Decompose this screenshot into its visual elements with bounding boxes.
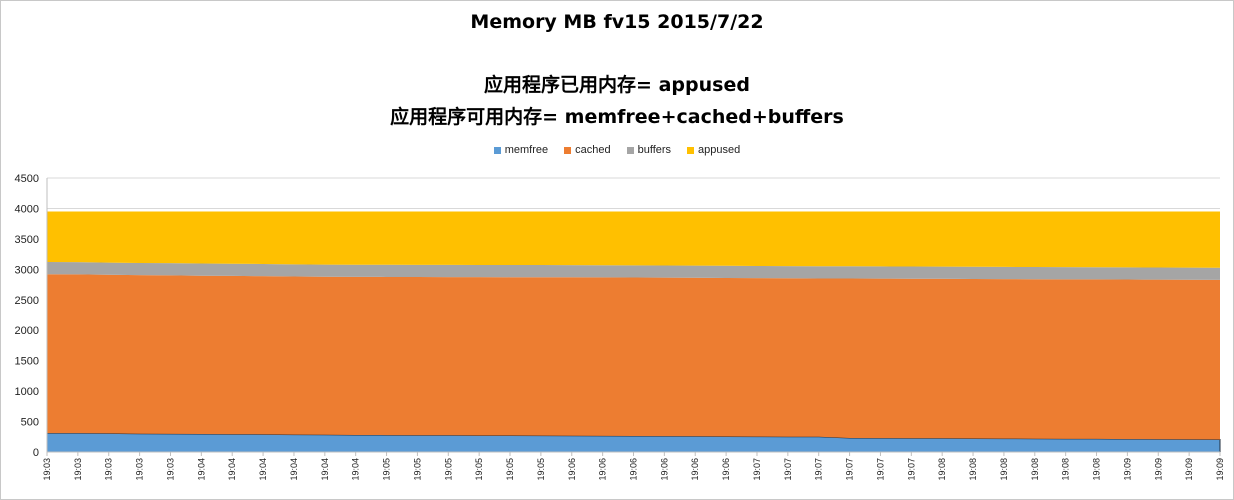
chart-subtitle-line-1: 应用程序已用内存= appused bbox=[484, 74, 750, 96]
legend-label-cached: cached bbox=[575, 144, 611, 156]
chart-legend: memfree cached buffers appused bbox=[0, 144, 1234, 156]
legend-item-cached: cached bbox=[564, 144, 611, 156]
legend-label-appused: appused bbox=[698, 144, 741, 156]
chart-title: Memory MB fv15 2015/7/22 bbox=[470, 11, 764, 33]
x-tick-label-17: 19:06 bbox=[567, 458, 577, 481]
legend-item-appused: appused bbox=[687, 144, 740, 156]
x-tick-label-14: 19:05 bbox=[474, 458, 484, 481]
x-tick-label-2: 19:03 bbox=[104, 458, 114, 481]
x-tick-label-37: 19:09 bbox=[1184, 458, 1194, 481]
chart-subtitle-line-2: 应用程序可用内存= memfree+cached+buffers bbox=[390, 106, 844, 128]
x-tick-label-34: 19:08 bbox=[1092, 458, 1102, 481]
legend-item-memfree: memfree bbox=[493, 144, 549, 156]
legend-swatch-cached bbox=[564, 146, 572, 154]
x-tick-label-25: 19:07 bbox=[814, 458, 824, 481]
x-tick-label-24: 19:07 bbox=[783, 458, 793, 481]
x-tick-label-28: 19:07 bbox=[906, 458, 916, 481]
x-tick-label-0: 19:03 bbox=[42, 458, 52, 481]
x-tick-label-31: 19:08 bbox=[999, 458, 1009, 481]
x-tick-label-26: 19:07 bbox=[845, 458, 855, 481]
y-tick-label-4500: 4500 bbox=[15, 173, 39, 185]
x-tick-label-18: 19:06 bbox=[598, 458, 608, 481]
area-series-buffers bbox=[47, 262, 1220, 280]
x-tick-label-29: 19:08 bbox=[937, 458, 947, 481]
x-tick-label-22: 19:06 bbox=[721, 458, 731, 481]
x-tick-label-7: 19:04 bbox=[258, 458, 268, 481]
y-tick-label-1500: 1500 bbox=[15, 356, 39, 368]
y-tick-label-0: 0 bbox=[33, 447, 39, 459]
x-tick-label-9: 19:04 bbox=[320, 458, 330, 481]
y-tick-label-2000: 2000 bbox=[15, 325, 39, 337]
x-tick-label-3: 19:03 bbox=[135, 458, 145, 481]
x-tick-label-16: 19:05 bbox=[536, 458, 546, 481]
x-tick-label-23: 19:07 bbox=[752, 458, 762, 481]
legend-swatch-buffers bbox=[626, 146, 634, 154]
legend-label-buffers: buffers bbox=[637, 144, 672, 156]
x-tick-label-4: 19:03 bbox=[165, 458, 175, 481]
y-tick-label-2500: 2500 bbox=[15, 295, 39, 307]
x-tick-label-12: 19:05 bbox=[412, 458, 422, 481]
x-tick-label-21: 19:06 bbox=[690, 458, 700, 481]
area-series-appused bbox=[47, 211, 1220, 268]
x-tick-label-1: 19:03 bbox=[73, 458, 83, 481]
area-series-cached bbox=[47, 274, 1220, 440]
x-tick-label-27: 19:07 bbox=[875, 458, 885, 481]
x-tick-label-11: 19:05 bbox=[382, 458, 392, 481]
legend-label-memfree: memfree bbox=[504, 144, 549, 156]
legend-item-buffers: buffers bbox=[626, 144, 672, 156]
y-tick-label-1000: 1000 bbox=[15, 386, 39, 398]
x-tick-label-6: 19:04 bbox=[227, 458, 237, 481]
x-tick-label-32: 19:08 bbox=[1030, 458, 1040, 481]
y-tick-label-500: 500 bbox=[21, 417, 39, 429]
x-tick-label-38: 19:09 bbox=[1215, 458, 1225, 481]
x-tick-label-36: 19:09 bbox=[1153, 458, 1163, 481]
x-tick-label-19: 19:06 bbox=[629, 458, 639, 481]
y-tick-label-3500: 3500 bbox=[15, 234, 39, 246]
x-tick-label-20: 19:06 bbox=[659, 458, 669, 481]
x-tick-label-35: 19:09 bbox=[1122, 458, 1132, 481]
x-tick-label-5: 19:04 bbox=[196, 458, 206, 481]
legend-swatch-appused bbox=[687, 146, 695, 154]
x-tick-label-15: 19:05 bbox=[505, 458, 515, 481]
y-tick-label-3000: 3000 bbox=[15, 264, 39, 276]
legend-swatch-memfree bbox=[493, 146, 501, 154]
y-tick-label-4000: 4000 bbox=[15, 203, 39, 215]
x-tick-label-10: 19:04 bbox=[351, 458, 361, 481]
x-tick-label-30: 19:08 bbox=[968, 458, 978, 481]
x-tick-label-8: 19:04 bbox=[289, 458, 299, 481]
x-tick-label-33: 19:08 bbox=[1061, 458, 1071, 481]
x-tick-label-13: 19:05 bbox=[443, 458, 453, 481]
